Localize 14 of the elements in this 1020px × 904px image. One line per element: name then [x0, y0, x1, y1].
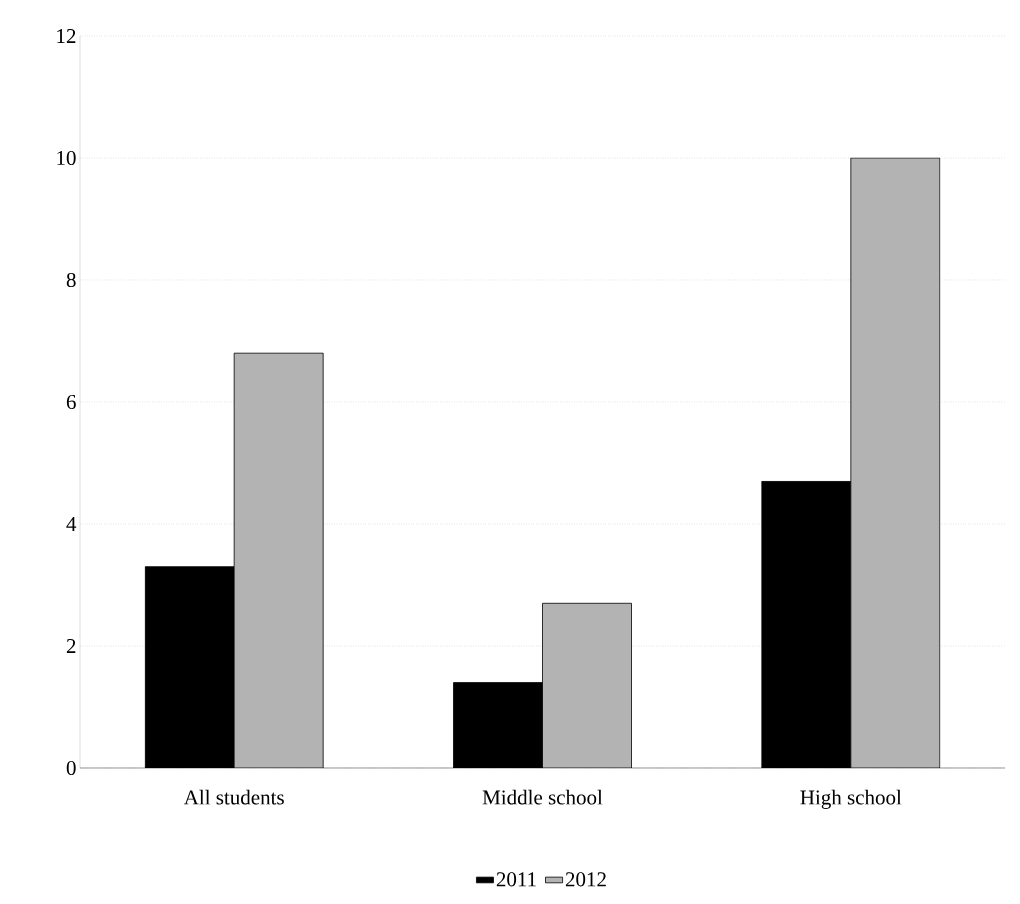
- y-tick-label: 4: [66, 517, 77, 531]
- y-tick-label: 10: [57, 150, 76, 166]
- y-tick-label: 8: [66, 272, 76, 288]
- y-tick-label: 2: [66, 639, 76, 653]
- bar: [233, 352, 324, 768]
- x-tick-label: All students: [183, 789, 284, 805]
- x-tick-label: High school: [800, 789, 902, 809]
- bar: [850, 157, 941, 768]
- y-tick-label: 6: [66, 394, 76, 410]
- y-tick-label: 12: [57, 29, 76, 43]
- legend-label: 2011: [496, 872, 536, 887]
- legend-label: 2012: [565, 872, 606, 887]
- x-tick-label: Middle school: [482, 789, 603, 805]
- y-tick-label: 0: [66, 760, 76, 776]
